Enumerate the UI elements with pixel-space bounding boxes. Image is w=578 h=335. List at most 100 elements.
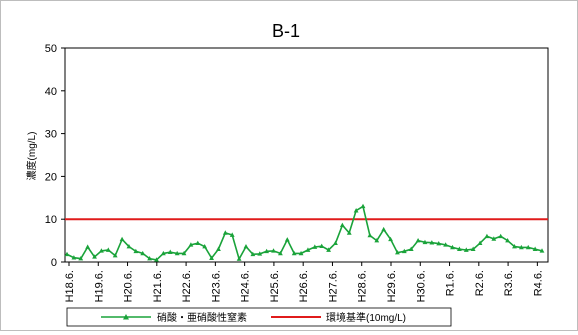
x-tick-label: H26.6.: [298, 270, 310, 302]
data-point-nitrate: [422, 239, 428, 245]
data-point-nitrate: [85, 244, 91, 249]
data-point-nitrate: [470, 246, 476, 251]
legend-item-standard: 環境基準(10mg/L): [271, 311, 406, 324]
y-tick-label: 10: [45, 214, 57, 226]
data-point-nitrate: [222, 230, 228, 235]
data-point-nitrate: [236, 256, 242, 261]
chart-title: B-1: [272, 21, 300, 41]
data-point-nitrate: [443, 242, 449, 247]
x-tick-label: H30.6.: [415, 270, 427, 302]
data-point-nitrate: [312, 244, 318, 249]
x-tick-label: H27.6.: [327, 270, 339, 302]
data-point-nitrate: [243, 243, 249, 249]
x-tick-label: H28.6.: [357, 270, 369, 302]
y-axis-ticks: 0 10 20 30 40 50: [45, 43, 65, 269]
data-point-nitrate: [539, 248, 545, 253]
data-point-nitrate: [346, 230, 352, 235]
x-tick-label: R4.6.: [532, 270, 544, 296]
data-point-nitrate: [319, 243, 325, 248]
data-point-nitrate: [436, 240, 442, 246]
data-point-nitrate: [119, 236, 125, 242]
x-tick-label: R1.6.: [445, 270, 457, 296]
data-point-nitrate: [154, 257, 159, 262]
x-tick-label: R2.6.: [474, 270, 486, 296]
data-point-nitrate: [167, 249, 173, 254]
data-point-nitrate: [450, 244, 455, 250]
data-point-nitrate: [257, 251, 263, 256]
x-tick-label: H24.6.: [240, 270, 252, 302]
data-point-nitrate: [408, 246, 414, 251]
data-point-nitrate: [209, 255, 214, 260]
data-point-nitrate: [305, 247, 311, 252]
data-point-nitrate: [491, 236, 497, 241]
data-point-nitrate: [429, 240, 435, 245]
data-point-nitrate: [484, 233, 490, 239]
data-point-nitrate: [456, 246, 462, 251]
data-point-nitrate: [92, 254, 97, 259]
data-point-nitrate: [195, 240, 201, 245]
data-point-nitrate: [463, 247, 469, 252]
y-axis-label: 濃度(mg/L): [25, 132, 38, 181]
y-tick-label: 40: [45, 86, 57, 98]
data-point-nitrate: [360, 203, 366, 209]
x-tick-label: H19.6.: [93, 270, 105, 302]
x-tick-label: R3.6.: [503, 270, 515, 296]
y-tick-label: 30: [45, 129, 57, 141]
data-point-nitrate: [333, 240, 338, 245]
data-point-nitrate: [374, 238, 380, 243]
data-point-nitrate: [181, 250, 187, 256]
data-point-nitrate: [64, 251, 70, 257]
data-point-nitrate: [284, 237, 290, 242]
x-tick-label: H23.6.: [210, 270, 222, 302]
data-point-nitrate: [250, 251, 256, 257]
data-point-nitrate: [160, 250, 166, 256]
y-tick-label: 0: [51, 257, 57, 269]
data-point-nitrate: [498, 233, 504, 239]
series-layer: [64, 203, 548, 262]
data-point-nitrate: [174, 250, 180, 256]
data-point-nitrate: [271, 248, 276, 253]
data-point-nitrate: [512, 243, 517, 249]
legend: 硝酸・亜硝酸性窒素 環境基準(10mg/L): [66, 307, 452, 327]
data-point-nitrate: [126, 243, 132, 249]
data-point-nitrate: [71, 255, 77, 260]
data-point-nitrate: [505, 238, 510, 243]
x-tick-label: H29.6.: [386, 270, 398, 302]
data-point-nitrate: [353, 208, 359, 213]
data-point-nitrate: [216, 246, 221, 251]
data-point-nitrate: [278, 250, 283, 256]
legend-box: [66, 307, 452, 327]
legend-marker-nitrate: [123, 314, 129, 320]
x-tick-label: H22.6.: [181, 270, 193, 302]
data-point-nitrate: [477, 240, 483, 245]
data-point-nitrate: [381, 226, 387, 232]
legend-label-standard: 環境基準(10mg/L): [326, 311, 406, 324]
data-point-nitrate: [112, 252, 118, 258]
data-point-nitrate: [401, 248, 407, 254]
legend-label-nitrate: 硝酸・亜硝酸性窒素: [157, 311, 247, 324]
y-tick-label: 20: [45, 171, 57, 183]
data-point-nitrate: [291, 250, 297, 256]
data-point-nitrate: [415, 238, 421, 243]
x-axis-ticks: H18.6. H19.6. H20.6. H21.6. H22.6. H23.6. H24.…: [64, 262, 544, 302]
x-tick-label: H21.6.: [152, 270, 164, 302]
x-tick-label: H20.6.: [123, 270, 135, 302]
series-line-nitrate: [66, 205, 543, 262]
data-point-nitrate: [326, 247, 331, 252]
data-point-nitrate: [229, 232, 235, 237]
data-point-nitrate: [367, 232, 373, 238]
data-point-nitrate: [133, 248, 139, 254]
data-point-nitrate: [99, 248, 104, 253]
data-point-nitrate: [518, 244, 524, 250]
data-point-nitrate: [202, 243, 208, 249]
data-point-nitrate: [105, 247, 111, 252]
data-point-nitrate: [532, 246, 538, 251]
data-point-nitrate: [78, 255, 84, 261]
y-tick-label: 50: [45, 43, 57, 55]
data-point-nitrate: [339, 222, 345, 227]
data-point-nitrate: [264, 248, 270, 254]
data-point-nitrate: [395, 249, 400, 255]
data-point-nitrate: [147, 255, 153, 261]
data-point-nitrate: [188, 242, 194, 247]
x-tick-label: H18.6.: [64, 270, 76, 302]
